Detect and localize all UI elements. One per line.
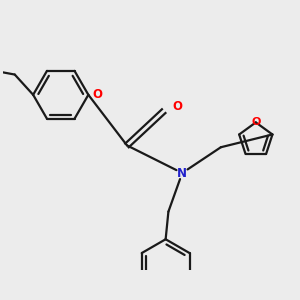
Text: N: N (177, 167, 187, 179)
Text: O: O (172, 100, 182, 113)
Text: O: O (251, 117, 260, 128)
Text: O: O (92, 88, 102, 101)
